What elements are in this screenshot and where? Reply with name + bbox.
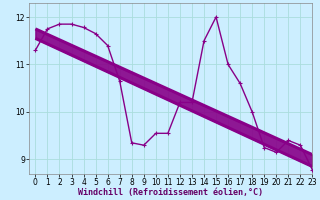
X-axis label: Windchill (Refroidissement éolien,°C): Windchill (Refroidissement éolien,°C)	[78, 188, 263, 197]
